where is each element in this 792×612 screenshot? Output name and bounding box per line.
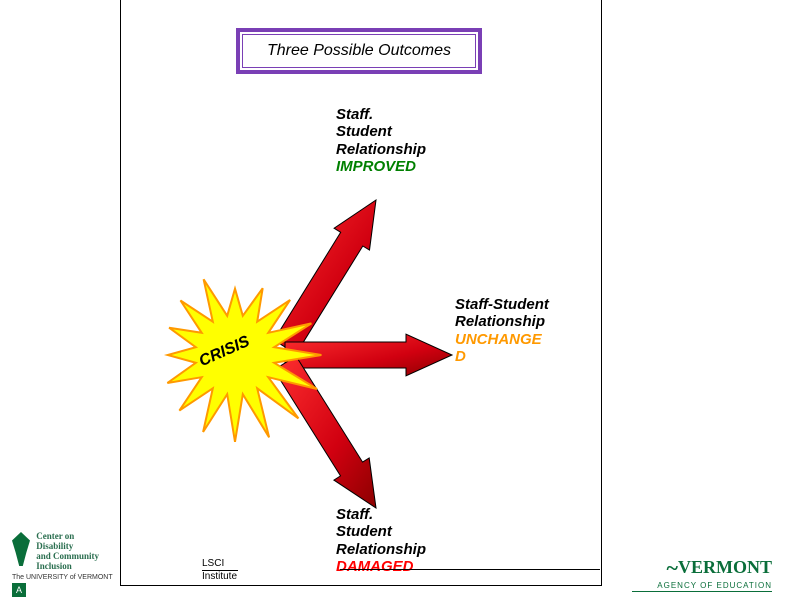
outcome-damaged: Staff. Student Relationship DAMAGED — [336, 506, 476, 575]
outcome-improved-l1: Staff. — [336, 106, 476, 123]
title-box: Three Possible Outcomes — [236, 28, 482, 74]
uvm-sub: The UNIVERSITY of VERMONT — [12, 574, 132, 582]
outcome-damaged-l2: Student — [336, 523, 476, 540]
outcome-damaged-l1: Staff. — [336, 506, 476, 523]
cdci-text: Center on Disability and Community Inclu… — [36, 532, 99, 572]
agency-sub: AGENCY OF EDUCATION — [632, 581, 772, 592]
green-square-icon: A — [12, 583, 26, 597]
lsci-l1: LSCI — [202, 558, 238, 569]
lsci-credit: LSCI Institute — [202, 558, 238, 582]
lsci-l2: Institute — [202, 571, 238, 582]
vermont-brand: VERMONT — [678, 557, 772, 577]
footer-logo-right: ~VERMONT AGENCY OF EDUCATION — [632, 555, 772, 592]
outcome-unchanged-l1: Staff-Student — [455, 296, 595, 313]
vermont-shape-icon — [12, 532, 30, 566]
slide-page: Three Possible Outcomes Staff. Student R… — [0, 0, 792, 612]
cdci-l4: Inclusion — [36, 562, 99, 572]
outcome-damaged-status: DAMAGED — [336, 558, 476, 575]
outcome-unchanged-s2: D — [455, 348, 595, 365]
content-frame — [120, 0, 602, 586]
title-text: Three Possible Outcomes — [267, 42, 451, 60]
outcome-improved: Staff. Student Relationship IMPROVED — [336, 106, 476, 175]
outcome-improved-status: IMPROVED — [336, 158, 476, 175]
vermont-wordmark: ~VERMONT — [632, 555, 772, 581]
outcome-improved-l2: Student — [336, 123, 476, 140]
outcome-improved-l3: Relationship — [336, 141, 476, 158]
bottom-rule — [340, 569, 600, 570]
outcome-unchanged: Staff-Student Relationship UNCHANGE D — [455, 296, 595, 365]
footer-logo-left: Center on Disability and Community Inclu… — [12, 532, 132, 602]
outcome-unchanged-l2: Relationship — [455, 313, 595, 330]
outcome-damaged-l3: Relationship — [336, 541, 476, 558]
outcome-unchanged-s1: UNCHANGE — [455, 331, 595, 348]
